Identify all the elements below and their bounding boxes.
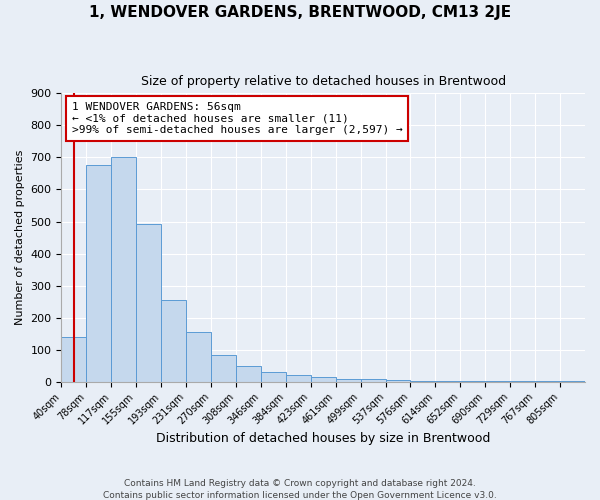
Bar <box>361 379 386 382</box>
X-axis label: Distribution of detached houses by size in Brentwood: Distribution of detached houses by size … <box>156 432 490 445</box>
Bar <box>186 332 211 382</box>
Text: 1, WENDOVER GARDENS, BRENTWOOD, CM13 2JE: 1, WENDOVER GARDENS, BRENTWOOD, CM13 2JE <box>89 5 511 20</box>
Text: Contains HM Land Registry data © Crown copyright and database right 2024.
Contai: Contains HM Land Registry data © Crown c… <box>103 478 497 500</box>
Bar <box>61 337 86 382</box>
Bar <box>410 380 436 382</box>
Y-axis label: Number of detached properties: Number of detached properties <box>15 150 25 326</box>
Bar <box>236 366 261 382</box>
Bar <box>436 381 460 382</box>
Text: 1 WENDOVER GARDENS: 56sqm
← <1% of detached houses are smaller (11)
>99% of semi: 1 WENDOVER GARDENS: 56sqm ← <1% of detac… <box>72 102 403 135</box>
Title: Size of property relative to detached houses in Brentwood: Size of property relative to detached ho… <box>140 75 506 88</box>
Bar <box>460 381 485 382</box>
Bar <box>335 378 361 382</box>
Bar <box>111 158 136 382</box>
Bar <box>261 372 286 382</box>
Bar <box>211 354 236 382</box>
Bar <box>136 224 161 382</box>
Bar <box>161 300 186 382</box>
Bar <box>286 376 311 382</box>
Bar <box>485 381 510 382</box>
Bar <box>386 380 410 382</box>
Bar <box>311 377 335 382</box>
Bar <box>86 166 111 382</box>
